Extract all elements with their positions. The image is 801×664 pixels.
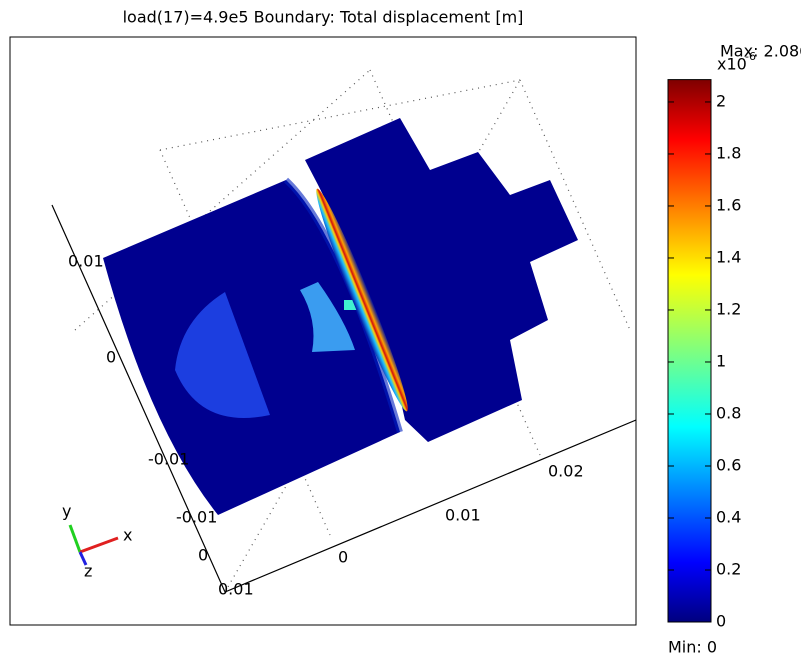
- colorbar-multiplier: x10: [717, 55, 747, 74]
- axis-tick-label: 0: [106, 348, 116, 367]
- axis-tick-label: 0.01: [68, 252, 104, 271]
- axis-tick-label: 0: [198, 546, 208, 565]
- axis-tick-label: -0.01: [176, 508, 217, 527]
- axis-tick-label: 0: [338, 548, 348, 567]
- colorbar-tick-label: 1.6: [716, 195, 741, 214]
- colorbar-tick-label: 0: [716, 612, 726, 631]
- colorbar: [667, 79, 712, 623]
- axis-tick-label: -0.01: [148, 450, 189, 469]
- triad: y x z: [62, 502, 132, 581]
- colorbar-tick-label: 1: [716, 351, 726, 370]
- geometry: [103, 118, 578, 515]
- colorbar-tick-label: 0.4: [716, 507, 741, 526]
- colorbar-exponent: -6: [745, 50, 756, 63]
- colorbar-tick-label: 1.4: [716, 247, 741, 266]
- colorbar-tick-label: 0.8: [716, 403, 741, 422]
- axis-tick-label: 0.01: [445, 506, 481, 525]
- colorbar-tick-label: 0.6: [716, 455, 741, 474]
- triad-y: y: [62, 502, 71, 521]
- axis-tick-label: 0.02: [548, 462, 584, 481]
- max-label: Max: 2.086e-6: [720, 42, 801, 61]
- plot-title: load(17)=4.9e5 Boundary: Total displacem…: [123, 8, 524, 27]
- triad-x: x: [123, 526, 132, 545]
- colorbar-tick-label: 2: [716, 91, 726, 110]
- axis-tick-label: 0.01: [218, 580, 254, 599]
- colorbar-tick-label: 0.2: [716, 559, 741, 578]
- min-label: Min: 0: [668, 638, 717, 657]
- colorbar-tick-label: 1.2: [716, 299, 741, 318]
- colorbar-tick-label: 1.8: [716, 143, 741, 162]
- triad-z: z: [84, 562, 92, 581]
